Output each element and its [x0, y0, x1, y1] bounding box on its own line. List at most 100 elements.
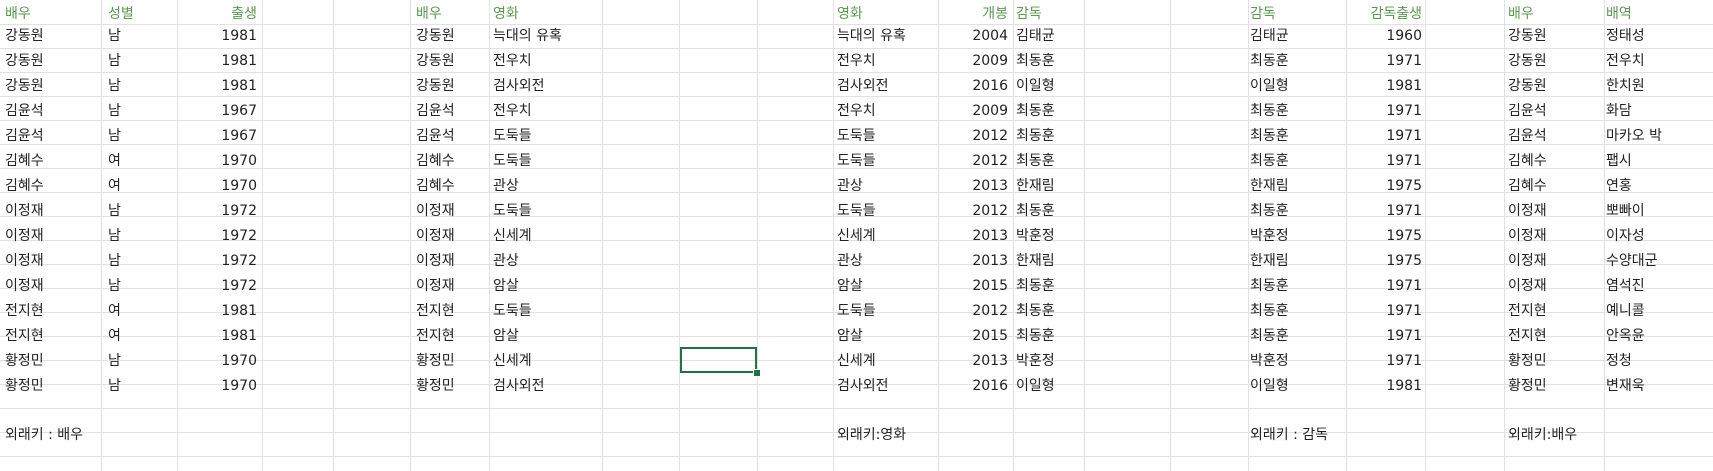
- table-cell[interactable]: 강동원: [416, 53, 455, 69]
- table-cell[interactable]: 도둑들: [493, 153, 532, 169]
- table-cell[interactable]: 전우치: [837, 53, 876, 69]
- table-cell[interactable]: 도둑들: [837, 128, 876, 144]
- table-cell[interactable]: 전지현: [5, 328, 44, 344]
- table-cell[interactable]: 연홍: [1606, 178, 1632, 194]
- table-cell[interactable]: 전우치: [1606, 53, 1645, 69]
- table-cell[interactable]: 1967: [221, 103, 257, 119]
- column-header[interactable]: 영화: [837, 6, 863, 22]
- table-cell[interactable]: 화담: [1606, 103, 1632, 119]
- table-cell[interactable]: 1970: [221, 153, 257, 169]
- table-cell[interactable]: 변재욱: [1606, 378, 1645, 394]
- column-header[interactable]: 감독출생: [1370, 6, 1422, 22]
- selected-cell[interactable]: [680, 347, 757, 373]
- table-cell[interactable]: 전지현: [5, 303, 44, 319]
- table-cell[interactable]: 1970: [221, 353, 257, 369]
- table-cell[interactable]: 최동훈: [1250, 328, 1289, 344]
- table-cell[interactable]: 1972: [221, 203, 257, 219]
- table-cell[interactable]: 도둑들: [837, 203, 876, 219]
- table-cell[interactable]: 2012: [972, 303, 1008, 319]
- table-cell[interactable]: 최동훈: [1250, 303, 1289, 319]
- table-cell[interactable]: 검사외전: [493, 378, 545, 394]
- table-cell[interactable]: 팹시: [1606, 153, 1632, 169]
- table-cell[interactable]: 이정재: [1508, 253, 1547, 269]
- column-header[interactable]: 성별: [108, 6, 134, 22]
- table-cell[interactable]: 1981: [1386, 78, 1422, 94]
- table-cell[interactable]: 검사외전: [837, 78, 889, 94]
- table-cell[interactable]: 관상: [837, 253, 863, 269]
- table-cell[interactable]: 전우치: [493, 103, 532, 119]
- table-cell[interactable]: 신세계: [837, 353, 876, 369]
- table-cell[interactable]: 1975: [1386, 228, 1422, 244]
- table-cell[interactable]: 강동원: [5, 78, 44, 94]
- table-cell[interactable]: 강동원: [5, 28, 44, 44]
- table-cell[interactable]: 안옥윤: [1606, 328, 1645, 344]
- table-cell[interactable]: 2016: [972, 78, 1008, 94]
- table-cell[interactable]: 남: [108, 228, 121, 244]
- table-cell[interactable]: 예니콜: [1606, 303, 1645, 319]
- table-cell[interactable]: 신세계: [837, 228, 876, 244]
- table-cell[interactable]: 한재림: [1250, 178, 1289, 194]
- table-cell[interactable]: 최동훈: [1250, 278, 1289, 294]
- table-cell[interactable]: 최동훈: [1016, 128, 1055, 144]
- table-cell[interactable]: 김윤석: [416, 103, 455, 119]
- table-cell[interactable]: 이정재: [5, 203, 44, 219]
- table-cell[interactable]: 이정재: [1508, 278, 1547, 294]
- table-cell[interactable]: 황정민: [1508, 378, 1547, 394]
- foreign-key-note[interactable]: 외래키:배우: [1508, 427, 1578, 443]
- table-cell[interactable]: 1971: [1386, 128, 1422, 144]
- table-cell[interactable]: 김윤석: [416, 128, 455, 144]
- table-cell[interactable]: 도둑들: [493, 203, 532, 219]
- table-cell[interactable]: 관상: [837, 178, 863, 194]
- table-cell[interactable]: 이자성: [1606, 228, 1645, 244]
- table-cell[interactable]: 최동훈: [1016, 328, 1055, 344]
- table-cell[interactable]: 암살: [837, 278, 863, 294]
- column-header[interactable]: 배우: [5, 6, 31, 22]
- table-cell[interactable]: 암살: [493, 278, 519, 294]
- table-cell[interactable]: 2012: [972, 128, 1008, 144]
- table-cell[interactable]: 강동원: [1508, 53, 1547, 69]
- table-cell[interactable]: 남: [108, 378, 121, 394]
- table-cell[interactable]: 2009: [972, 53, 1008, 69]
- table-cell[interactable]: 이일형: [1250, 378, 1289, 394]
- table-cell[interactable]: 김태균: [1250, 28, 1289, 44]
- table-cell[interactable]: 1981: [221, 28, 257, 44]
- table-cell[interactable]: 2013: [972, 178, 1008, 194]
- table-cell[interactable]: 신세계: [493, 228, 532, 244]
- table-cell[interactable]: 2013: [972, 228, 1008, 244]
- table-cell[interactable]: 강동원: [5, 53, 44, 69]
- table-cell[interactable]: 신세계: [493, 353, 532, 369]
- table-cell[interactable]: 박훈정: [1250, 353, 1289, 369]
- table-cell[interactable]: 남: [108, 278, 121, 294]
- table-cell[interactable]: 황정민: [5, 353, 44, 369]
- column-header[interactable]: 감독: [1250, 6, 1276, 22]
- table-cell[interactable]: 관상: [493, 178, 519, 194]
- table-cell[interactable]: 남: [108, 53, 121, 69]
- table-cell[interactable]: 여: [108, 178, 121, 194]
- table-cell[interactable]: 김혜수: [416, 153, 455, 169]
- table-cell[interactable]: 최동훈: [1016, 278, 1055, 294]
- table-cell[interactable]: 이정재: [416, 203, 455, 219]
- table-cell[interactable]: 관상: [493, 253, 519, 269]
- table-cell[interactable]: 이일형: [1016, 378, 1055, 394]
- foreign-key-note[interactable]: 외래키 : 감독: [1250, 427, 1329, 443]
- table-cell[interactable]: 1981: [221, 53, 257, 69]
- table-cell[interactable]: 1971: [1386, 353, 1422, 369]
- table-cell[interactable]: 암살: [837, 328, 863, 344]
- table-cell[interactable]: 마카오 박: [1606, 128, 1662, 144]
- table-cell[interactable]: 2015: [972, 278, 1008, 294]
- table-cell[interactable]: 2012: [972, 203, 1008, 219]
- table-cell[interactable]: 전지현: [416, 328, 455, 344]
- table-cell[interactable]: 남: [108, 253, 121, 269]
- table-cell[interactable]: 최동훈: [1250, 203, 1289, 219]
- table-cell[interactable]: 1971: [1386, 103, 1422, 119]
- table-cell[interactable]: 1981: [221, 303, 257, 319]
- table-cell[interactable]: 황정민: [1508, 353, 1547, 369]
- table-cell[interactable]: 최동훈: [1016, 103, 1055, 119]
- column-header[interactable]: 영화: [493, 6, 519, 22]
- table-cell[interactable]: 수양대군: [1606, 253, 1658, 269]
- table-cell[interactable]: 김혜수: [5, 178, 44, 194]
- table-cell[interactable]: 한재림: [1016, 178, 1055, 194]
- column-header[interactable]: 배역: [1606, 6, 1632, 22]
- table-cell[interactable]: 1967: [221, 128, 257, 144]
- table-cell[interactable]: 2016: [972, 378, 1008, 394]
